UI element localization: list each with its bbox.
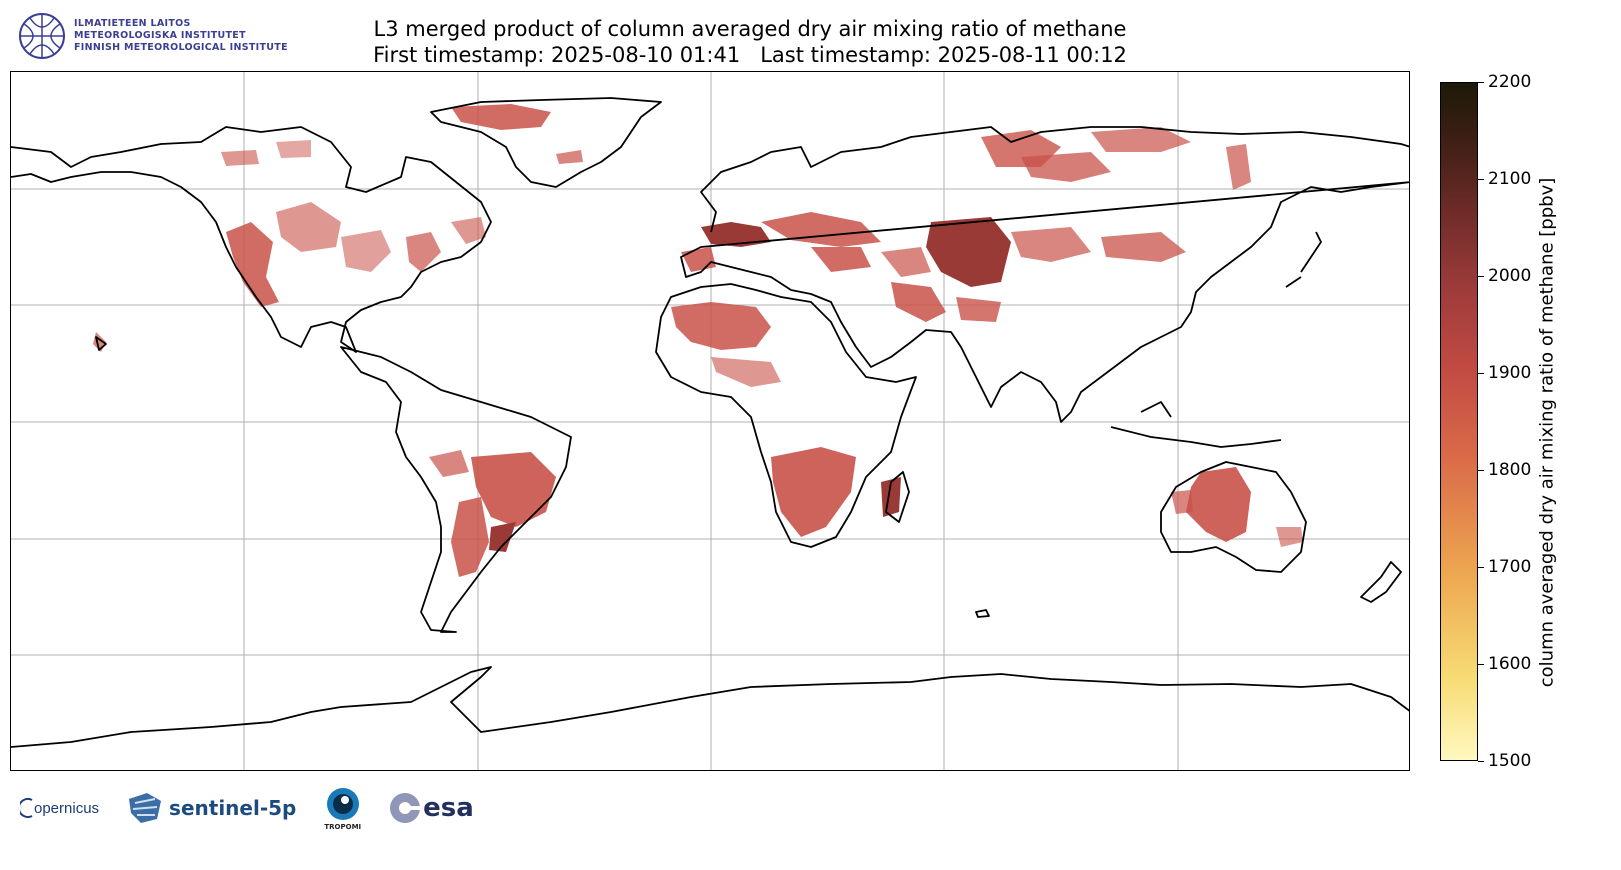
fmi-name-fi: ILMATIETEEN LAITOS xyxy=(74,18,191,29)
colorbar xyxy=(1440,82,1478,761)
colorbar-tick-label: 2100 xyxy=(1488,169,1532,189)
colorbar-tick xyxy=(1478,664,1484,665)
colorbar-tick-label: 1700 xyxy=(1488,557,1532,577)
tropomi-eye-icon xyxy=(326,787,359,820)
fmi-name-en: FINNISH METEOROLOGICAL INSTITUTE xyxy=(74,42,288,53)
colorbar-tick-label: 2000 xyxy=(1488,266,1532,286)
fmi-name-sv: METEOROLOGISKA INSTITUTET xyxy=(74,30,246,41)
fmi-globe-icon xyxy=(19,13,65,59)
colorbar-tick-label: 2200 xyxy=(1488,72,1532,92)
coastlines xyxy=(11,97,1409,748)
footer-logos: opernicus sentinel-5p TROPOMI esa xyxy=(20,784,502,832)
colorbar-tick xyxy=(1478,761,1484,762)
colorbar-tick-label: 1600 xyxy=(1488,654,1532,674)
colorbar-tick xyxy=(1478,82,1484,83)
colorbar-tick xyxy=(1478,567,1484,568)
world-map-svg xyxy=(11,72,1409,770)
tropomi-logo: TROPOMI xyxy=(324,786,361,831)
methane-data xyxy=(93,104,1303,577)
colorbar-label: column averaged dry air mixing ratio of … xyxy=(1536,177,1558,688)
gridlines xyxy=(11,72,1409,770)
colorbar-tick-label: 1800 xyxy=(1488,460,1532,480)
copernicus-c-icon xyxy=(20,798,33,818)
colorbar-tick xyxy=(1478,276,1484,277)
colorbar-tick xyxy=(1478,373,1484,374)
colorbar-tick-label: 1900 xyxy=(1488,363,1532,383)
colorbar-tick xyxy=(1478,470,1484,471)
tropomi-text: TROPOMI xyxy=(324,822,362,831)
world-map xyxy=(10,71,1410,771)
map-title: L3 merged product of column averaged dry… xyxy=(300,16,1200,68)
fmi-logo: ILMATIETEEN LAITOS METEOROLOGISKA INSTIT… xyxy=(18,10,298,62)
colorbar-tick xyxy=(1478,179,1484,180)
esa-text: esa xyxy=(423,793,474,823)
esa-mark-icon xyxy=(390,793,421,823)
esa-logo: esa xyxy=(389,792,474,824)
satellite-icon xyxy=(129,793,162,823)
sentinel-5p-text: sentinel-5p xyxy=(169,796,297,820)
copernicus-logo: opernicus xyxy=(20,797,99,819)
title-line-1: L3 merged product of column averaged dry… xyxy=(373,17,1127,41)
sentinel-5p-logo: sentinel-5p xyxy=(127,791,296,825)
title-line-2: First timestamp: 2025-08-10 01:41 Last t… xyxy=(373,43,1127,67)
copernicus-text: opernicus xyxy=(34,799,100,817)
colorbar-tick-label: 1500 xyxy=(1488,751,1532,771)
